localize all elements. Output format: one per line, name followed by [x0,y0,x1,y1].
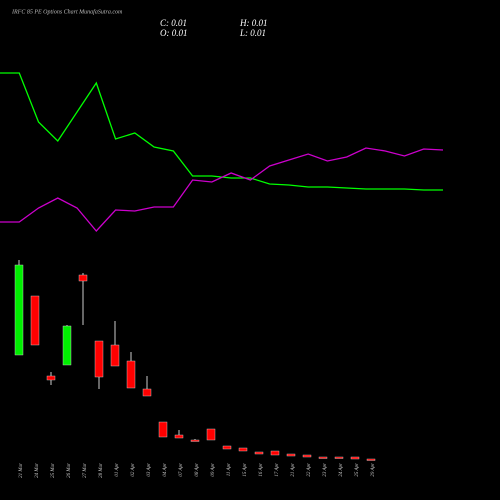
x-tick-label: 09 Apr [211,463,216,477]
x-tick-label: 08 Apr [195,463,200,477]
x-tick-label: 24 Apr [339,463,344,477]
candle-body [190,439,200,442]
candle-body [174,434,184,439]
x-tick-label: 23 Apr [323,463,328,477]
candle-body [78,274,88,282]
x-tick-label: 21 Apr [291,463,296,477]
x-tick-label: 24 Mar [35,463,40,478]
candle-body [238,447,248,452]
ohlc-label: C: 0.01 [160,18,187,28]
candle-body [334,456,344,459]
candle-body [270,450,280,456]
candle-body [110,344,120,367]
candle-body [46,375,56,381]
x-tick-label: 29 Apr [371,463,376,477]
candle-body [254,451,264,455]
x-tick-label: 02 Apr [131,463,136,477]
x-tick-label: 16 Apr [259,463,264,477]
x-tick-label: 07 Apr [179,463,184,477]
candle-body [350,456,360,460]
candle-body [318,456,328,459]
x-tick-label: 21 Mar [19,463,24,478]
indicator-line [0,147,444,232]
x-tick-label: 25 Mar [51,463,56,478]
x-tick-label: 11 Apr [227,463,232,476]
x-tick-label: 22 Apr [307,463,312,477]
candle-body [126,360,136,389]
ohlc-label: L: 0.01 [239,28,266,38]
candle-body [206,428,216,441]
x-tick-label: 25 Apr [355,463,360,477]
candle-body [302,454,312,458]
ohlc-label: H: 0.01 [239,18,268,28]
candle-body [158,421,168,438]
chart-title: IRFC 85 PE Options Chart MunafaSutra.com [11,8,123,15]
candle-body [62,325,72,366]
x-tick-label: 01 Apr [115,463,120,477]
x-tick-label: 15 Apr [243,463,248,477]
x-tick-label: 26 Mar [67,463,72,478]
x-tick-label: 27 Mar [83,463,88,478]
candle-body [30,295,40,346]
candle-body [142,388,152,397]
ohlc-label: O: 0.01 [160,28,188,38]
candle-body [286,453,296,457]
x-tick-label: 03 Apr [147,463,152,477]
candle-body [366,458,376,461]
x-tick-label: 17 Apr [275,463,280,477]
x-tick-label: 28 Mar [99,463,104,478]
x-tick-label: 04 Apr [163,463,168,477]
candle-body [14,264,24,356]
candle-body [222,445,232,450]
candle-body [94,340,104,378]
